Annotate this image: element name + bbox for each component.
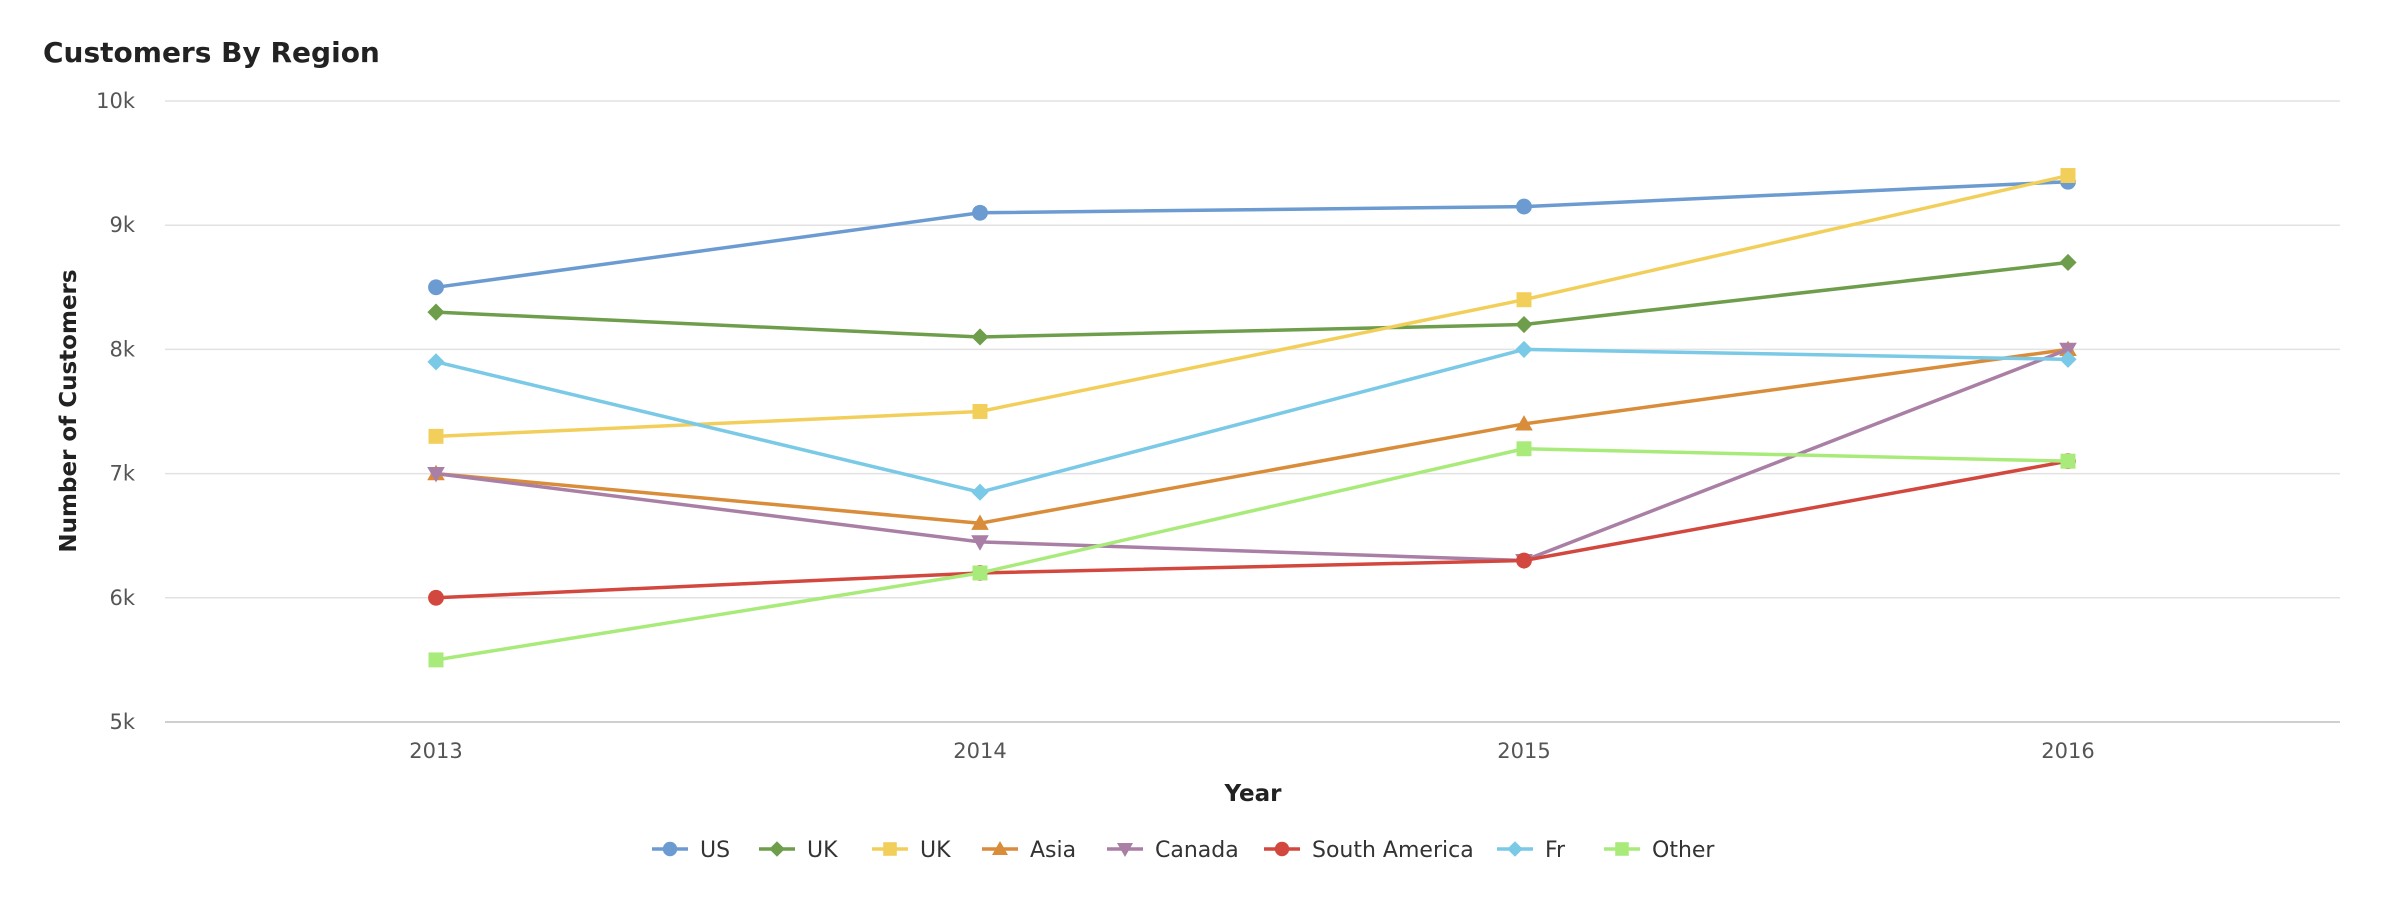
data-point (2060, 453, 2076, 469)
series-group (428, 168, 2076, 444)
data-point (1516, 552, 1532, 569)
legend-marker (1507, 841, 1523, 857)
data-point (971, 535, 989, 551)
series-line (434, 447, 2070, 662)
series-group (427, 340, 2077, 530)
series-group (427, 340, 2077, 501)
series-group (428, 173, 2076, 296)
legend-label: Asia (1030, 838, 1076, 863)
data-point (1516, 292, 1532, 308)
legend-item[interactable]: Asia (982, 838, 1076, 863)
data-point (972, 404, 988, 419)
legend-label: South America (1312, 838, 1474, 863)
series-line (434, 179, 2070, 290)
series-line (434, 459, 2070, 600)
series-line (434, 347, 2070, 526)
data-point (427, 467, 445, 483)
legend-marker (1117, 843, 1133, 857)
data-point (427, 353, 445, 371)
data-point (1515, 340, 1533, 358)
y-tick-label: 8k (109, 337, 135, 361)
series-line (434, 347, 2070, 494)
legend-marker (662, 841, 678, 857)
data-point (2059, 342, 2077, 359)
data-point (1516, 441, 1532, 457)
data-point (971, 483, 989, 501)
legend-marker (1274, 841, 1290, 857)
x-tick-label: 2015 (1497, 739, 1550, 763)
legend-marker (769, 841, 785, 857)
legend-item[interactable]: Canada (1107, 838, 1239, 863)
y-axis-title: Number of Customers (56, 269, 82, 552)
legend-label: UK (807, 838, 838, 863)
y-tick-label: 10k (96, 89, 136, 113)
x-tick-label: 2014 (953, 739, 1006, 763)
data-point (2060, 168, 2076, 183)
y-axis-ticks: 5k 6k 7k 8k 9k 10k (96, 89, 136, 734)
data-point (1515, 415, 1533, 431)
x-tick-label: 2016 (2041, 739, 2094, 763)
data-point (1516, 198, 1532, 215)
series-line (434, 260, 2070, 339)
series-layer (427, 168, 2077, 668)
legend-item[interactable]: US (652, 838, 730, 863)
legend: US UK UK Asia Canada South America Fr Other (652, 838, 1715, 863)
legend-item[interactable]: UK (872, 838, 951, 863)
series-group (428, 441, 2076, 668)
data-point (428, 279, 444, 296)
legend-label: US (700, 838, 730, 863)
chart-title: Customers By Region (43, 36, 380, 69)
legend-label: Other (1652, 838, 1715, 863)
data-point (428, 428, 444, 444)
y-tick-label: 7k (109, 462, 135, 486)
data-point (972, 204, 988, 221)
legend-item[interactable]: UK (759, 838, 838, 863)
series-line (434, 173, 2070, 439)
x-axis-ticks: 2013 2014 2015 2016 (409, 739, 2094, 763)
legend-item[interactable]: South America (1264, 838, 1474, 863)
x-axis-title: Year (1223, 781, 1282, 807)
data-point (2059, 253, 2077, 272)
data-point (1515, 315, 1533, 334)
data-point (2059, 350, 2077, 368)
legend-marker (883, 842, 897, 856)
data-point (427, 303, 445, 321)
legend-marker (992, 841, 1008, 855)
legend-label: UK (920, 838, 951, 863)
legend-item[interactable]: Other (1604, 838, 1715, 863)
y-tick-label: 6k (109, 586, 135, 610)
data-point (971, 328, 989, 346)
legend-label: Fr (1545, 838, 1566, 863)
data-point (428, 652, 444, 668)
y-tick-label: 9k (109, 213, 135, 237)
data-point (428, 589, 444, 606)
series-group (427, 253, 2077, 346)
data-point (972, 565, 988, 581)
x-tick-label: 2013 (409, 739, 462, 763)
legend-label: Canada (1155, 838, 1239, 863)
grid-lines (165, 100, 2340, 723)
data-point (971, 514, 989, 530)
series-group (428, 453, 2076, 606)
legend-item[interactable]: Fr (1497, 838, 1566, 863)
y-tick-label: 5k (109, 710, 135, 734)
legend-marker (1615, 842, 1629, 856)
